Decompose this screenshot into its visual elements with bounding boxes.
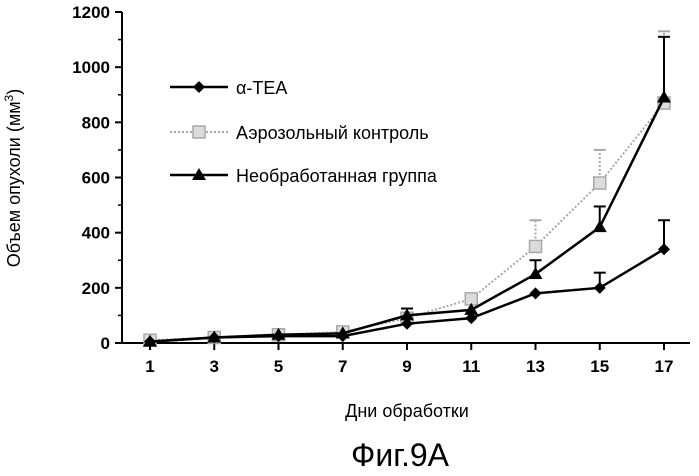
y-axis: 0 200 400 600 800 1000 1200	[72, 3, 123, 353]
legend: α-TEA Аэрозольный контроль Необработанная …	[170, 78, 438, 186]
legend-item: α-TEA	[170, 78, 287, 98]
series-group	[144, 219, 670, 348]
data-point	[528, 239, 543, 254]
legend-item: Аэрозольный контроль	[170, 123, 429, 143]
y-axis-title: Объем опухоли (мм3)	[2, 89, 24, 268]
x-axis-title: Дни обработки	[345, 401, 469, 421]
y-tick-label: 600	[82, 169, 110, 188]
data-point	[401, 317, 413, 330]
x-tick-label: 3	[210, 357, 219, 376]
legend-marker	[193, 81, 205, 93]
data-point	[593, 281, 606, 294]
y-tick-label: 1000	[72, 58, 110, 77]
y-tick-label: 1200	[72, 3, 110, 22]
x-tick-label: 1	[145, 357, 154, 376]
data-point	[272, 330, 285, 343]
x-tick-label: 15	[590, 357, 609, 376]
series-layer	[143, 30, 671, 348]
legend-item: Необработанная группа	[170, 166, 438, 186]
legend-marker	[192, 168, 206, 180]
series-group	[143, 35, 671, 347]
data-point	[465, 312, 478, 325]
y-tick-label: 400	[82, 224, 110, 243]
y-axis-title-close: )	[4, 89, 24, 95]
x-tick-label: 7	[338, 357, 347, 376]
legend-label: Необработанная группа	[236, 166, 438, 186]
figure-caption: Фиг.9А	[351, 437, 450, 473]
y-axis-title-sup: 3	[2, 94, 16, 101]
legend-marker	[192, 125, 206, 139]
x-tick-label: 5	[274, 357, 283, 376]
data-point	[400, 308, 414, 321]
data-point	[593, 176, 607, 190]
x-tick-label: 9	[402, 357, 411, 376]
data-point	[657, 90, 671, 103]
y-axis-title-main: Объем опухоли (мм	[4, 101, 24, 267]
data-point	[658, 243, 670, 256]
series-group	[143, 30, 671, 347]
x-axis: 1 3 5 7 9 11 13 15 17	[122, 342, 690, 376]
data-point	[528, 267, 543, 280]
x-tick-label: 13	[526, 357, 545, 376]
data-point	[144, 335, 156, 348]
y-tick-label: 0	[101, 334, 110, 353]
legend-label: α-TEA	[236, 78, 287, 98]
data-point	[336, 330, 349, 343]
y-tick-label: 800	[82, 113, 110, 132]
data-point	[464, 302, 479, 315]
data-point	[208, 331, 221, 344]
x-tick-label: 11	[462, 357, 480, 376]
data-point	[592, 220, 607, 233]
data-point	[529, 287, 542, 300]
legend-label: Аэрозольный контроль	[236, 123, 429, 143]
x-tick-label: 17	[655, 357, 674, 376]
y-tick-label: 200	[82, 279, 110, 298]
